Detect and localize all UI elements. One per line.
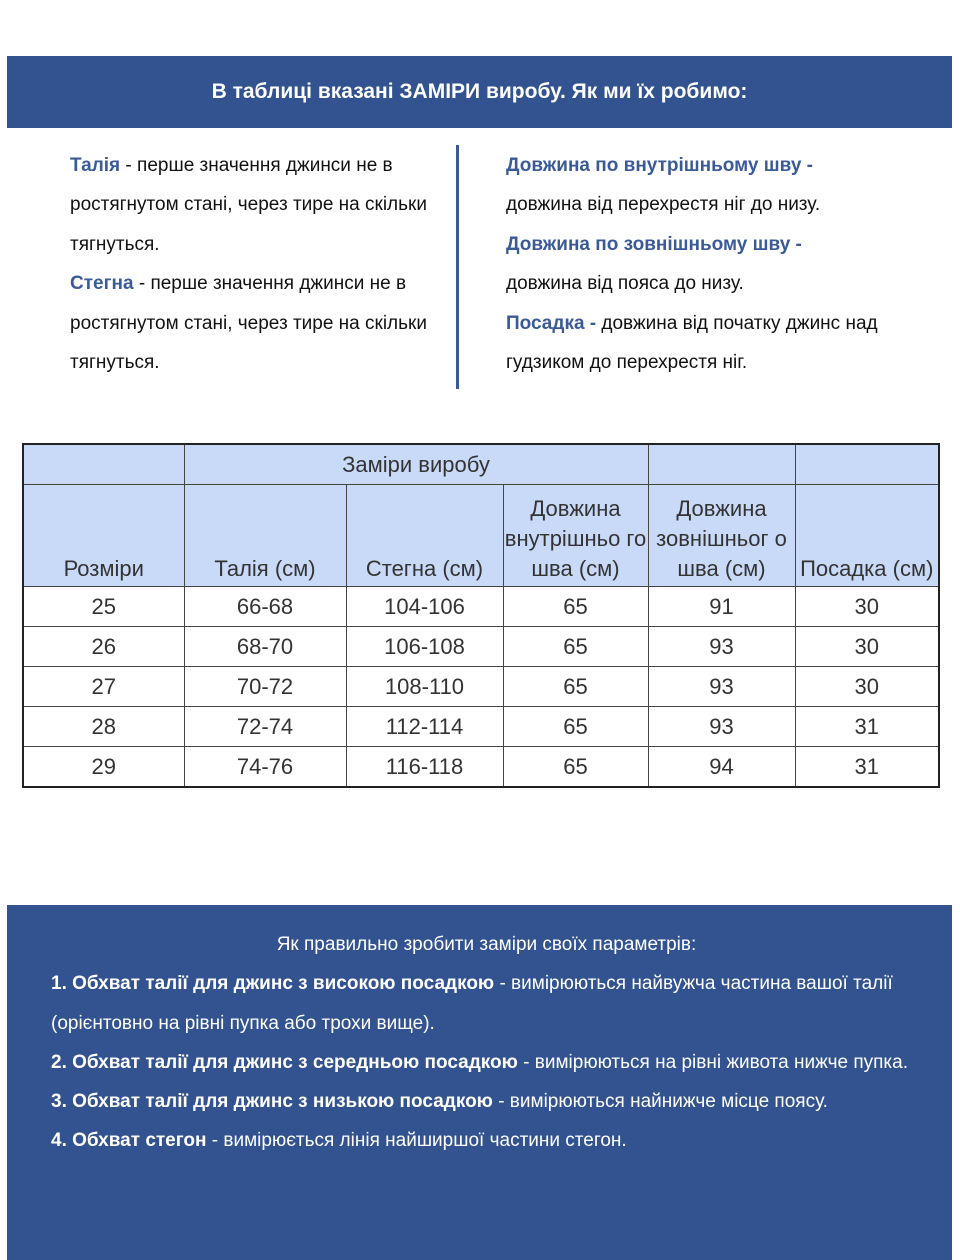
table-cell: 28 <box>22 706 185 747</box>
table-cell: 30 <box>794 666 940 707</box>
term: Посадка - <box>506 312 597 334</box>
howto-section: Як правильно зробити заміри своїх параме… <box>7 905 952 1260</box>
howto-term: 4. Обхват стегон <box>51 1130 207 1152</box>
howto-text: - вимірюється лінія найширшої частини ст… <box>206 1130 627 1152</box>
table-cell: 93 <box>647 626 796 667</box>
table-cell: 31 <box>794 746 940 788</box>
table-cell: 31 <box>794 706 940 747</box>
howto-title: Як правильно зробити заміри своїх параме… <box>276 934 697 955</box>
table-cell: 93 <box>647 666 796 707</box>
definition-hips: Стегна - перше значення джинси не в рост… <box>70 264 440 382</box>
definition-text: довжина від початку джинс над гудзиком д… <box>506 312 878 374</box>
table-cell: 66-68 <box>183 586 347 627</box>
definition-text: - перше значення джинси не в ростягнутом… <box>70 273 427 374</box>
table-cell: 65 <box>502 666 649 707</box>
col-header: Розміри <box>22 484 185 587</box>
definition-inseam: Довжина по внутрішньому шву - довжина ві… <box>506 146 926 225</box>
table-row: 25 66-68 104-106 65 91 30 <box>22 586 940 627</box>
term: Довжина по внутрішньому шву - <box>506 155 813 176</box>
table-cell: 29 <box>22 746 185 788</box>
howto-term: 3. Обхват талії для джинс з низькою поса… <box>51 1091 493 1113</box>
table-row: 28 72-74 112-114 65 93 31 <box>22 706 940 747</box>
definition-text: довжина від пояса до низу. <box>506 273 744 295</box>
group-header: Заміри виробу <box>183 443 649 485</box>
table-cell: 104-106 <box>345 586 504 627</box>
definition-text: довжина від перехрестя ніг до низу. <box>506 194 821 216</box>
col-header: Довжина зовнішньог о шва (см) <box>647 484 796 587</box>
divider <box>456 145 459 389</box>
table-cell: 74-76 <box>183 746 347 788</box>
table-row: 26 68-70 106-108 65 93 30 <box>22 626 940 667</box>
table-cell: 91 <box>647 586 796 627</box>
howto-text: - вимірюються на рівні живота нижче пупк… <box>517 1051 908 1073</box>
table-cell: 65 <box>502 706 649 747</box>
table-cell: 94 <box>647 746 796 788</box>
table-row: 29 74-76 116-118 65 94 31 <box>22 746 940 788</box>
term: Талія <box>70 155 121 176</box>
table-cell: 30 <box>794 586 940 627</box>
column-header-row: Розміри Талія (см) Стегна (см) Довжина в… <box>22 484 940 587</box>
col-header: Довжина внутрішньо го шва (см) <box>502 484 649 587</box>
howto-text: - вимірюються найнижче місце поясу. <box>492 1091 828 1113</box>
definitions-right: Довжина по внутрішньому шву - довжина ві… <box>506 146 926 382</box>
size-table: Заміри виробу Розміри Талія (см) Стегна … <box>22 443 940 788</box>
howto-item: 3. Обхват талії для джинс з низькою поса… <box>51 1082 922 1121</box>
table-cell: 65 <box>502 746 649 788</box>
table-cell: 65 <box>502 586 649 627</box>
howto-term: 2. Обхват талії для джинс з середньою по… <box>51 1051 518 1073</box>
howto-item: 1. Обхват талії для джинс з високою поса… <box>51 964 922 1043</box>
table-cell: 108-110 <box>345 666 504 707</box>
col-header: Посадка (см) <box>794 484 940 587</box>
term: Довжина по зовнішньому шву - <box>506 233 802 255</box>
table-cell: 68-70 <box>183 626 347 667</box>
table-cell: 106-108 <box>345 626 504 667</box>
definition-text: - перше значення джинси не в ростягнутом… <box>70 155 427 255</box>
table-cell: 30 <box>794 626 940 667</box>
table-cell: 27 <box>22 666 185 707</box>
table-cell: 72-74 <box>183 706 347 747</box>
col-header: Талія (см) <box>183 484 347 587</box>
term: Стегна <box>70 273 134 295</box>
howto-item: 4. Обхват стегон - вимірюється лінія най… <box>51 1121 922 1160</box>
definition-rise: Посадка - довжина від початку джинс над … <box>506 304 926 383</box>
banner-title: В таблиці вказані ЗАМІРИ виробу. Як ми ї… <box>211 80 748 103</box>
definition-outseam: Довжина по зовнішньому шву - довжина від… <box>506 225 926 304</box>
howto-item: 2. Обхват талії для джинс з середньою по… <box>51 1043 922 1082</box>
howto-text: - вимірюються найвужча частина вашої тал… <box>51 973 893 1034</box>
table-cell: 25 <box>22 586 185 627</box>
table-cell: 65 <box>502 626 649 667</box>
definition-waist: Талія - перше значення джинси не в ростя… <box>70 146 440 264</box>
group-header-row: Заміри виробу <box>22 443 940 485</box>
table-row: 27 70-72 108-110 65 93 30 <box>22 666 940 707</box>
table-cell: 112-114 <box>345 706 504 747</box>
measurements-banner: В таблиці вказані ЗАМІРИ виробу. Як ми ї… <box>7 56 952 128</box>
definitions-left: Талія - перше значення джинси не в ростя… <box>70 146 440 382</box>
col-header: Стегна (см) <box>345 484 504 587</box>
table-cell: 70-72 <box>183 666 347 707</box>
howto-term: 1. Обхват талії для джинс з високою поса… <box>51 973 495 995</box>
table-cell: 26 <box>22 626 185 667</box>
table-cell: 93 <box>647 706 796 747</box>
table-cell: 116-118 <box>345 746 504 788</box>
